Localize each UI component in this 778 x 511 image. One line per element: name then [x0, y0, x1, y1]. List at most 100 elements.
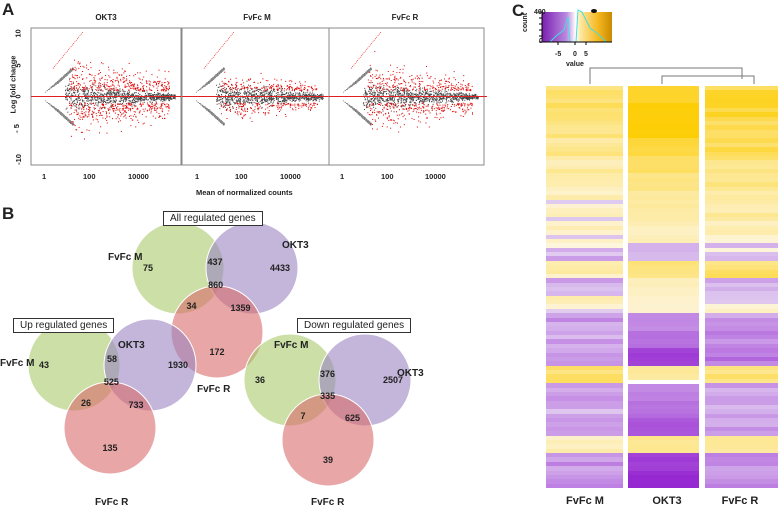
dendrogram	[589, 67, 755, 84]
ma-sig-point	[236, 81, 238, 83]
heatmap-cell	[705, 335, 778, 340]
ma-sig-point	[289, 105, 291, 107]
ma-sig-point	[276, 114, 278, 116]
heatmap-cell	[705, 479, 778, 485]
ma-point	[466, 96, 468, 98]
ma-point	[223, 105, 225, 107]
ma-sig-point	[78, 86, 80, 88]
ma-point	[142, 96, 144, 98]
ma-point	[307, 99, 309, 101]
ma-sig-point	[376, 89, 378, 91]
ma-point	[264, 87, 266, 89]
ma-point	[73, 81, 75, 83]
ma-sig-point	[256, 87, 258, 89]
ma-sig-point	[72, 121, 74, 123]
ma-sig-point	[271, 85, 273, 87]
ma-sig-point	[235, 77, 237, 79]
ma-sig-point	[97, 73, 99, 75]
heatmap-cell	[628, 391, 699, 397]
ma-sig-point	[254, 102, 256, 104]
ma-sig-point	[125, 107, 127, 109]
ma-point	[91, 90, 93, 92]
ma-sig-point	[79, 118, 81, 120]
ma-point	[69, 91, 71, 93]
ma-point	[322, 94, 324, 96]
ma-point	[134, 97, 136, 99]
ma-point	[145, 98, 147, 100]
ma-point-band	[44, 100, 74, 126]
ma-facet	[30, 27, 182, 166]
ma-point	[430, 93, 432, 95]
heatmap-cell	[705, 90, 778, 96]
ma-sig-point	[416, 126, 418, 128]
ma-point	[423, 91, 425, 93]
ma-point	[398, 90, 400, 92]
ma-sig-point	[416, 111, 418, 113]
ma-point	[460, 95, 462, 97]
ma-point	[95, 102, 97, 104]
ma-point	[232, 91, 234, 93]
ma-point	[128, 98, 130, 100]
ma-point	[103, 106, 105, 108]
ma-sig-point	[164, 82, 166, 84]
ma-sig-point	[74, 66, 76, 68]
ma-sig-point	[383, 107, 385, 109]
venn-label-fvfc-m: FvFc M	[274, 340, 309, 351]
ma-point	[450, 100, 452, 102]
ma-sig-point	[379, 74, 381, 76]
ma-point	[77, 94, 79, 96]
ma-point	[229, 93, 231, 95]
ma-sig-point	[278, 107, 280, 109]
ma-point	[111, 94, 113, 96]
ma-sig-point	[236, 112, 238, 114]
ma-sig-point	[80, 131, 82, 133]
ma-point	[65, 97, 67, 99]
ma-point	[67, 94, 69, 96]
ma-point	[312, 98, 314, 100]
ma-sig-point	[440, 86, 442, 88]
ma-xtick: 10000	[280, 172, 301, 181]
ma-sig-point	[428, 77, 430, 79]
heatmap-cell	[628, 129, 699, 135]
ma-point	[272, 97, 274, 99]
ma-point	[110, 100, 112, 102]
ma-point	[151, 98, 153, 100]
heatmap-cell	[546, 116, 623, 122]
ma-point	[76, 89, 78, 91]
ma-point	[301, 96, 303, 98]
ma-point	[87, 93, 89, 95]
ma-sig-point	[129, 103, 131, 105]
ma-sig-point	[132, 87, 134, 89]
ma-point	[447, 92, 449, 94]
ma-sig-point	[69, 68, 71, 70]
ma-sig-point	[109, 116, 111, 118]
ma-point	[161, 98, 163, 100]
ma-sig-point	[165, 86, 167, 88]
ma-sig-point	[114, 104, 116, 106]
ma-point	[253, 101, 255, 103]
ma-sig-point	[124, 110, 126, 112]
ma-point	[164, 100, 166, 102]
ma-sig-point	[265, 104, 267, 106]
ma-point	[142, 99, 144, 101]
ma-sig-point	[392, 89, 394, 91]
ma-point	[461, 98, 463, 100]
ma-sig-point	[130, 102, 132, 104]
ma-sig-point	[69, 102, 71, 104]
ma-sig-point	[379, 90, 381, 92]
ma-sig-point	[128, 81, 130, 83]
ma-sig-point	[168, 85, 170, 87]
ma-point	[227, 90, 229, 92]
ma-point	[450, 95, 452, 97]
ma-point	[317, 98, 319, 100]
ma-sig-point	[118, 103, 120, 105]
ma-sig-point	[379, 103, 381, 105]
ma-point-band	[195, 67, 225, 93]
ma-point	[423, 95, 425, 97]
ma-point	[424, 99, 426, 101]
ma-point	[167, 96, 169, 98]
ma-point	[162, 95, 164, 97]
ma-sig-point	[418, 106, 420, 108]
ma-point	[312, 94, 314, 96]
ma-point	[289, 97, 291, 99]
